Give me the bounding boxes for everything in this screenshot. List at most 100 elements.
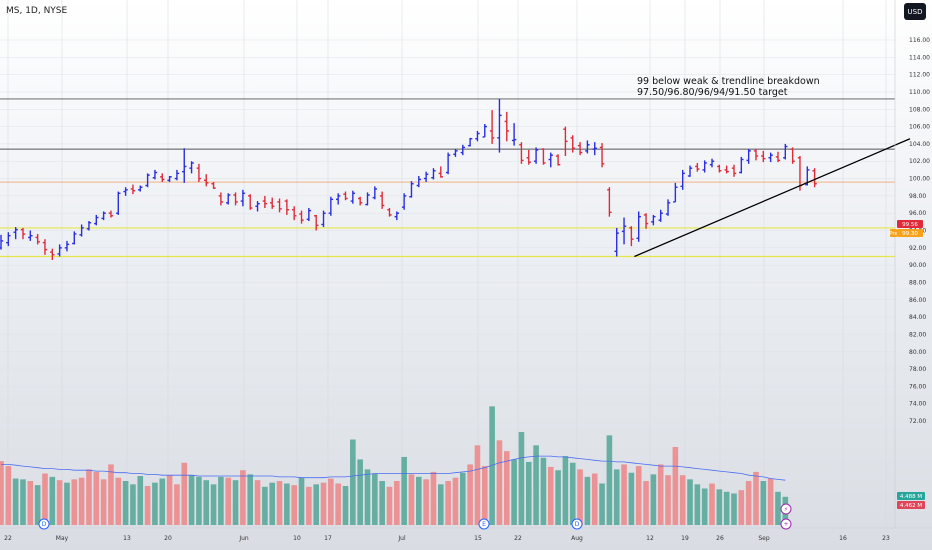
y-tick-label: 78.00	[909, 366, 926, 373]
volume-bar	[394, 481, 400, 525]
y-tick-label: 88.00	[909, 279, 926, 286]
volume-bar	[64, 482, 70, 525]
event-marker-icon[interactable]	[478, 518, 490, 530]
volume-bar	[701, 488, 708, 525]
volume-bar	[247, 474, 254, 525]
volume-bar	[540, 457, 547, 525]
y-tick-label: 74.00	[909, 401, 926, 408]
volume-ma-value: 4.462 M	[900, 503, 922, 509]
volume-bar	[5, 466, 12, 525]
volume-bar	[489, 406, 495, 525]
volume-bar	[694, 484, 701, 525]
x-tick-label: 15	[474, 535, 482, 542]
x-tick-label: Sep	[758, 535, 770, 542]
event-marker-icon[interactable]	[780, 518, 792, 530]
volume-bar	[93, 471, 100, 525]
volume-bar	[760, 481, 767, 525]
volume-bar	[569, 462, 576, 525]
symbol-label: MS, 1D, NYSE	[6, 6, 68, 16]
y-tick-label: 92.00	[909, 245, 926, 252]
volume-bar	[379, 481, 385, 525]
y-tick-label: 72.00	[909, 418, 926, 425]
volume-bar	[313, 484, 319, 525]
volume-bar	[745, 481, 752, 525]
volume-bar	[584, 476, 591, 525]
trade-note-line1: 99 below weak & trendline breakdown	[637, 76, 820, 87]
volume-bar	[86, 469, 92, 525]
volume-bar	[511, 459, 517, 525]
volume-bar	[20, 479, 26, 525]
y-tick-label: 90.00	[909, 262, 926, 269]
volume-bar	[767, 478, 774, 525]
volume-bar	[49, 476, 56, 525]
volume-bar	[467, 464, 473, 525]
pre-market-tag	[897, 229, 923, 237]
volume-bar	[562, 456, 569, 525]
volume-bar	[386, 486, 393, 525]
y-tick-label: 104.00	[909, 141, 930, 148]
volume-bar	[196, 476, 202, 525]
volume-bar	[621, 464, 627, 525]
x-tick-label: May	[56, 535, 69, 542]
volume-bar	[328, 478, 334, 525]
volume-bar	[232, 480, 239, 525]
y-tick-label: 110.00	[909, 89, 930, 96]
volume-bar	[716, 489, 723, 525]
trendline[interactable]	[634, 138, 911, 258]
volume-bar	[416, 476, 422, 525]
volume-bar	[144, 485, 151, 525]
volume-bar	[481, 466, 488, 525]
volume-bar	[108, 464, 114, 525]
volume-bar	[137, 476, 144, 525]
volume-bar	[130, 484, 136, 525]
y-tick-label: 86.00	[909, 297, 926, 304]
volume-bar	[687, 479, 693, 525]
volume-bar	[122, 481, 129, 525]
volume-bar	[218, 476, 224, 525]
event-marker-label: +	[783, 521, 788, 528]
volume-bar	[438, 484, 444, 525]
volume-bar	[555, 470, 561, 525]
volume-bar	[71, 479, 78, 525]
x-tick-label: 26	[716, 535, 724, 542]
currency-button[interactable]: USD	[904, 3, 926, 20]
volume-bar	[42, 473, 48, 525]
volume-bar	[503, 451, 510, 525]
volume-bar	[276, 481, 283, 525]
volume-bar	[152, 482, 158, 525]
volume-bar	[643, 481, 649, 525]
volume-bar	[401, 456, 407, 525]
volume-bar	[709, 483, 715, 525]
y-tick-label: 112.00	[909, 72, 930, 79]
volume-value: 4.488 M	[900, 494, 922, 500]
volume-bar	[606, 435, 613, 525]
volume-bar	[210, 484, 217, 525]
last-price-tag	[897, 220, 923, 228]
volume-bar	[533, 445, 539, 525]
volume-ma-line	[1, 455, 786, 481]
volume-bar	[518, 432, 525, 525]
y-tick-label: 100.00	[909, 176, 930, 183]
volume-bar	[445, 481, 451, 525]
volume-bar	[298, 477, 305, 525]
volume-bar	[635, 466, 642, 525]
event-marker-icon[interactable]	[571, 518, 583, 530]
event-marker-icon[interactable]	[38, 518, 50, 530]
volume-bar	[56, 480, 63, 525]
volume-bar	[254, 480, 261, 525]
volume-bar	[262, 486, 268, 525]
volume-bar	[166, 475, 173, 525]
volume-bar	[350, 439, 356, 525]
x-tick-label: 12	[646, 535, 654, 542]
volume-tag	[897, 492, 925, 500]
x-tick-label: 23	[882, 535, 890, 542]
event-marker-icon[interactable]	[780, 503, 792, 515]
volume-bar	[12, 478, 19, 525]
y-tick-label: 108.00	[909, 106, 930, 113]
y-tick-label: 76.00	[909, 383, 926, 390]
volume-bar	[372, 473, 378, 525]
volume-bar	[225, 477, 232, 525]
y-tick-label: 102.00	[909, 158, 930, 165]
volume-bar	[650, 474, 657, 525]
